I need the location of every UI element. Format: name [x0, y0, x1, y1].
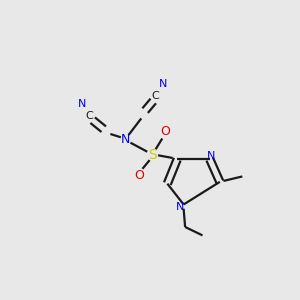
Text: C: C — [152, 91, 160, 100]
Text: N: N — [78, 99, 86, 109]
Text: N: N — [206, 151, 215, 160]
Text: N: N — [121, 133, 130, 146]
Text: O: O — [134, 169, 144, 182]
Text: S: S — [148, 148, 157, 162]
Text: C: C — [86, 111, 94, 121]
Text: O: O — [160, 125, 170, 138]
Text: N: N — [159, 79, 167, 89]
Text: N: N — [176, 202, 184, 212]
